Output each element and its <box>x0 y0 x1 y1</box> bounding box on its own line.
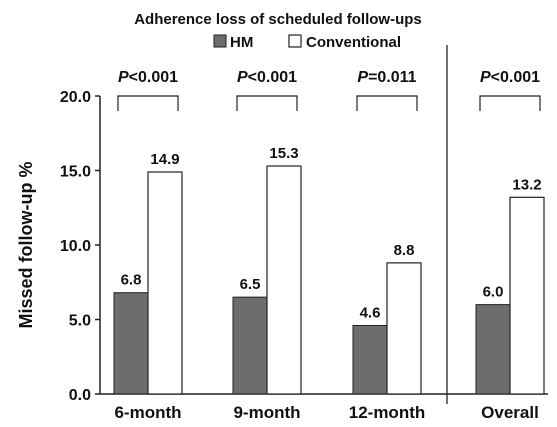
y-tick-label: 0.0 <box>69 387 91 404</box>
y-tick-label: 20.0 <box>60 89 91 106</box>
bar-value-label: 8.8 <box>394 242 415 259</box>
value-labels: 6.8 14.9 6.5 15.3 4.6 8.8 6.0 13.2 <box>121 145 542 321</box>
category-labels: 6-month 9-month 12-month Overall <box>114 403 538 422</box>
bar-value-label: 6.5 <box>240 276 261 293</box>
bar-conventional <box>266 165 302 395</box>
x-category-label: 6-month <box>114 403 181 422</box>
x-category-label: 9-month <box>233 403 300 422</box>
bar-value-label: 14.9 <box>150 151 179 168</box>
bar-hm <box>232 296 268 395</box>
y-tick-label: 10.0 <box>60 238 91 255</box>
legend-swatch-hm <box>213 34 227 48</box>
bar-value-label: 6.8 <box>121 272 142 289</box>
bar-hm <box>475 304 511 395</box>
y-axis-ticks: 0.0 5.0 10.0 15.0 20.0 <box>60 89 100 404</box>
bar-value-label: 4.6 <box>360 304 381 321</box>
y-tick-label: 5.0 <box>69 313 91 330</box>
bar-conventional <box>147 171 183 395</box>
y-tick-label: 15.0 <box>60 164 91 181</box>
y-axis-label: Missed follow-up % <box>16 161 36 328</box>
bars <box>113 165 545 395</box>
chart-title: Adherence loss of scheduled follow-ups <box>134 11 422 28</box>
significance-bracket <box>236 95 298 111</box>
significance-brackets: P<0.001 P<0.001 P=0.011 P<0.001 <box>117 69 541 111</box>
legend-label-conventional: Conventional <box>306 34 401 51</box>
bar-value-label: 15.3 <box>269 145 298 162</box>
bar-value-label: 6.0 <box>483 284 504 301</box>
p-value-label: P=0.011 <box>357 69 416 86</box>
bar-hm <box>352 324 388 395</box>
bar-hm <box>113 292 149 395</box>
p-value-label: P<0.001 <box>480 69 540 86</box>
bar-value-label: 13.2 <box>512 176 541 193</box>
p-value-label: P<0.001 <box>118 69 178 86</box>
bar-conventional <box>386 262 422 395</box>
significance-bracket <box>117 95 179 111</box>
legend-label-hm: HM <box>230 34 253 51</box>
x-category-label: Overall <box>481 403 539 422</box>
significance-bracket <box>356 95 418 111</box>
x-category-label: 12-month <box>349 403 426 422</box>
bar-conventional <box>509 196 545 395</box>
legend-swatch-conventional <box>288 34 302 48</box>
p-value-label: P<0.001 <box>237 69 297 86</box>
legend: HM Conventional <box>213 34 401 51</box>
significance-bracket <box>479 95 541 111</box>
